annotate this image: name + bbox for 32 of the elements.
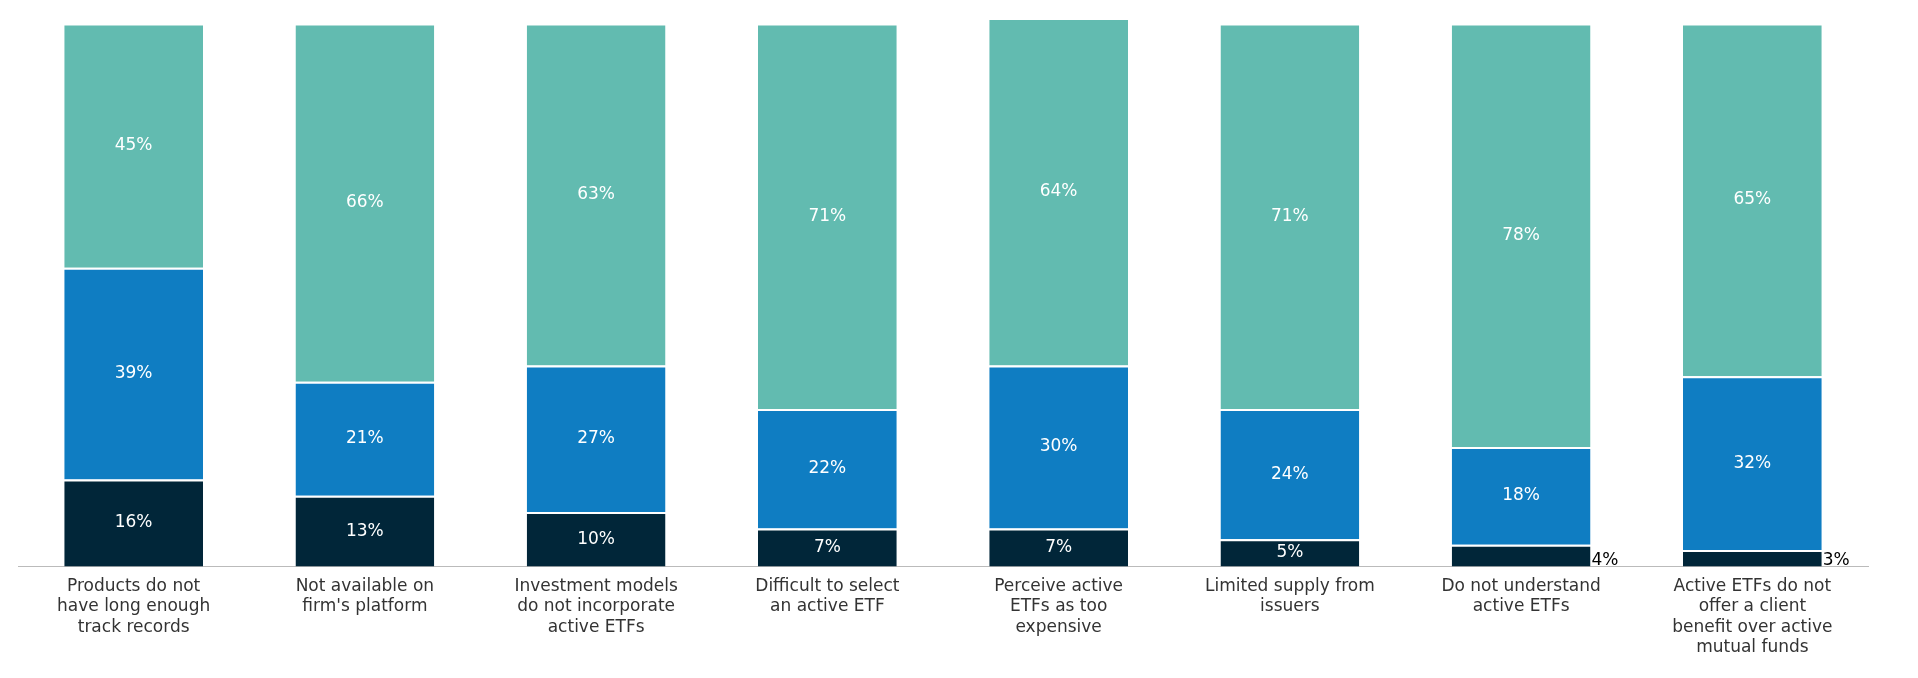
data-label: 18% [1502,484,1541,505]
data-label: 13% [345,519,384,540]
data-label: 63% [577,182,616,203]
x-tick-label: Products do not have long enough track records [57,575,211,636]
data-label: 24% [1270,462,1309,483]
x-tick-label: Limited supply from issuers [1204,575,1375,616]
data-label: 71% [808,204,847,225]
data-label: 27% [577,427,616,448]
data-label: 45% [114,134,153,155]
data-label: 32% [1733,451,1772,472]
data-label: 78% [1502,223,1541,244]
data-label: 66% [345,191,384,212]
data-label: 3% [1822,548,1850,569]
data-label: 30% [1039,435,1078,456]
data-label: 7% [813,535,841,556]
x-tick-label: Perceive active ETFs as too expensive [994,575,1124,636]
data-label: 10% [577,527,616,548]
x-tick-label: Not available on firm's platform [295,575,435,616]
data-label: 71% [1270,204,1309,225]
data-label: 5% [1276,541,1304,562]
data-label: 4% [1591,548,1619,569]
data-label: 7% [1045,535,1073,556]
x-tick-label: Do not understand active ETFs [1441,575,1601,616]
data-label: 65% [1733,188,1772,209]
data-label: 21% [345,427,384,448]
data-label: 22% [808,457,847,478]
x-tick-label: Active ETFs do not offer a client benefit over active mutual funds [1672,575,1833,657]
data-label: 39% [114,362,153,383]
data-label: 64% [1039,180,1078,201]
x-tick-label: Investment models do not incorporate active ETFs [514,575,679,636]
x-tick-label: Difficult to select an active ETF [755,575,900,616]
data-label: 16% [114,511,153,532]
